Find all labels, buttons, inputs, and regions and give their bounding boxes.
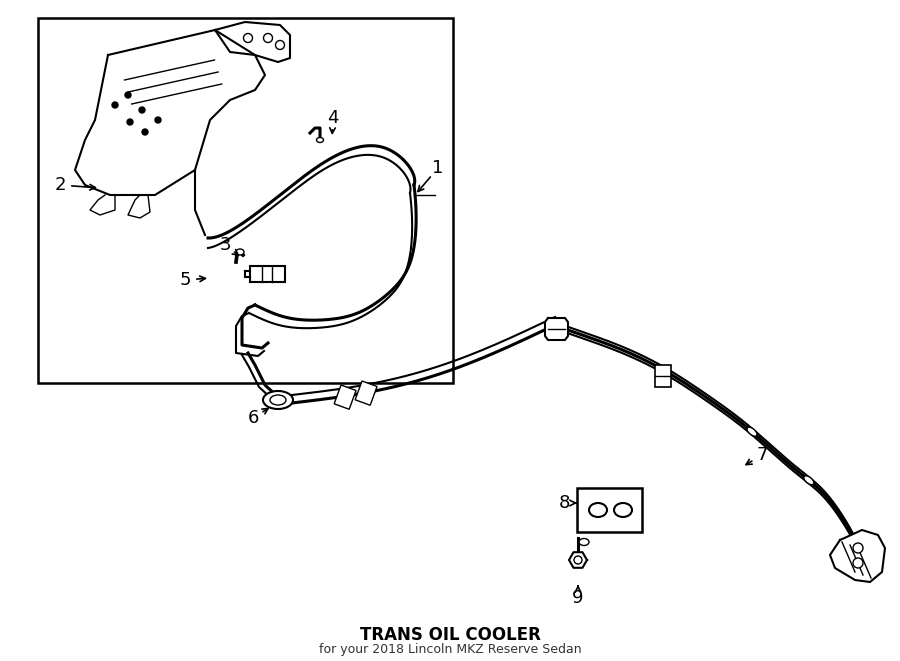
Polygon shape <box>90 195 115 215</box>
Circle shape <box>244 34 253 42</box>
Polygon shape <box>830 530 885 582</box>
Text: 9: 9 <box>572 589 584 607</box>
Bar <box>577 488 642 532</box>
Text: 1: 1 <box>432 159 444 177</box>
Bar <box>38 18 453 383</box>
Bar <box>250 266 285 282</box>
Ellipse shape <box>589 503 607 517</box>
Text: 8: 8 <box>558 494 570 512</box>
Ellipse shape <box>317 137 323 143</box>
Polygon shape <box>75 30 265 195</box>
Bar <box>655 365 671 387</box>
Polygon shape <box>569 552 587 568</box>
Circle shape <box>139 107 145 113</box>
Ellipse shape <box>747 427 757 436</box>
Text: 3: 3 <box>220 236 230 254</box>
Text: 4: 4 <box>328 109 338 127</box>
Ellipse shape <box>614 503 632 517</box>
Polygon shape <box>215 22 290 62</box>
Text: 5: 5 <box>179 271 191 289</box>
Text: TRANS OIL COOLER: TRANS OIL COOLER <box>360 626 540 644</box>
Circle shape <box>275 40 284 50</box>
Circle shape <box>125 92 131 98</box>
Circle shape <box>264 34 273 42</box>
Circle shape <box>574 556 582 564</box>
Text: 7: 7 <box>756 446 768 464</box>
Circle shape <box>112 102 118 108</box>
Ellipse shape <box>263 391 293 409</box>
Circle shape <box>127 119 133 125</box>
Ellipse shape <box>579 539 589 545</box>
Circle shape <box>853 543 863 553</box>
Circle shape <box>853 558 863 568</box>
Circle shape <box>155 117 161 123</box>
Circle shape <box>142 129 148 135</box>
Bar <box>356 381 377 405</box>
Bar <box>334 385 356 409</box>
Ellipse shape <box>270 395 286 405</box>
Text: 6: 6 <box>248 409 258 427</box>
Text: 2: 2 <box>54 176 66 194</box>
Polygon shape <box>128 195 150 218</box>
Ellipse shape <box>804 476 814 485</box>
Text: for your 2018 Lincoln MKZ Reserve Sedan: for your 2018 Lincoln MKZ Reserve Sedan <box>319 644 581 656</box>
Ellipse shape <box>236 249 244 255</box>
Polygon shape <box>545 318 568 340</box>
